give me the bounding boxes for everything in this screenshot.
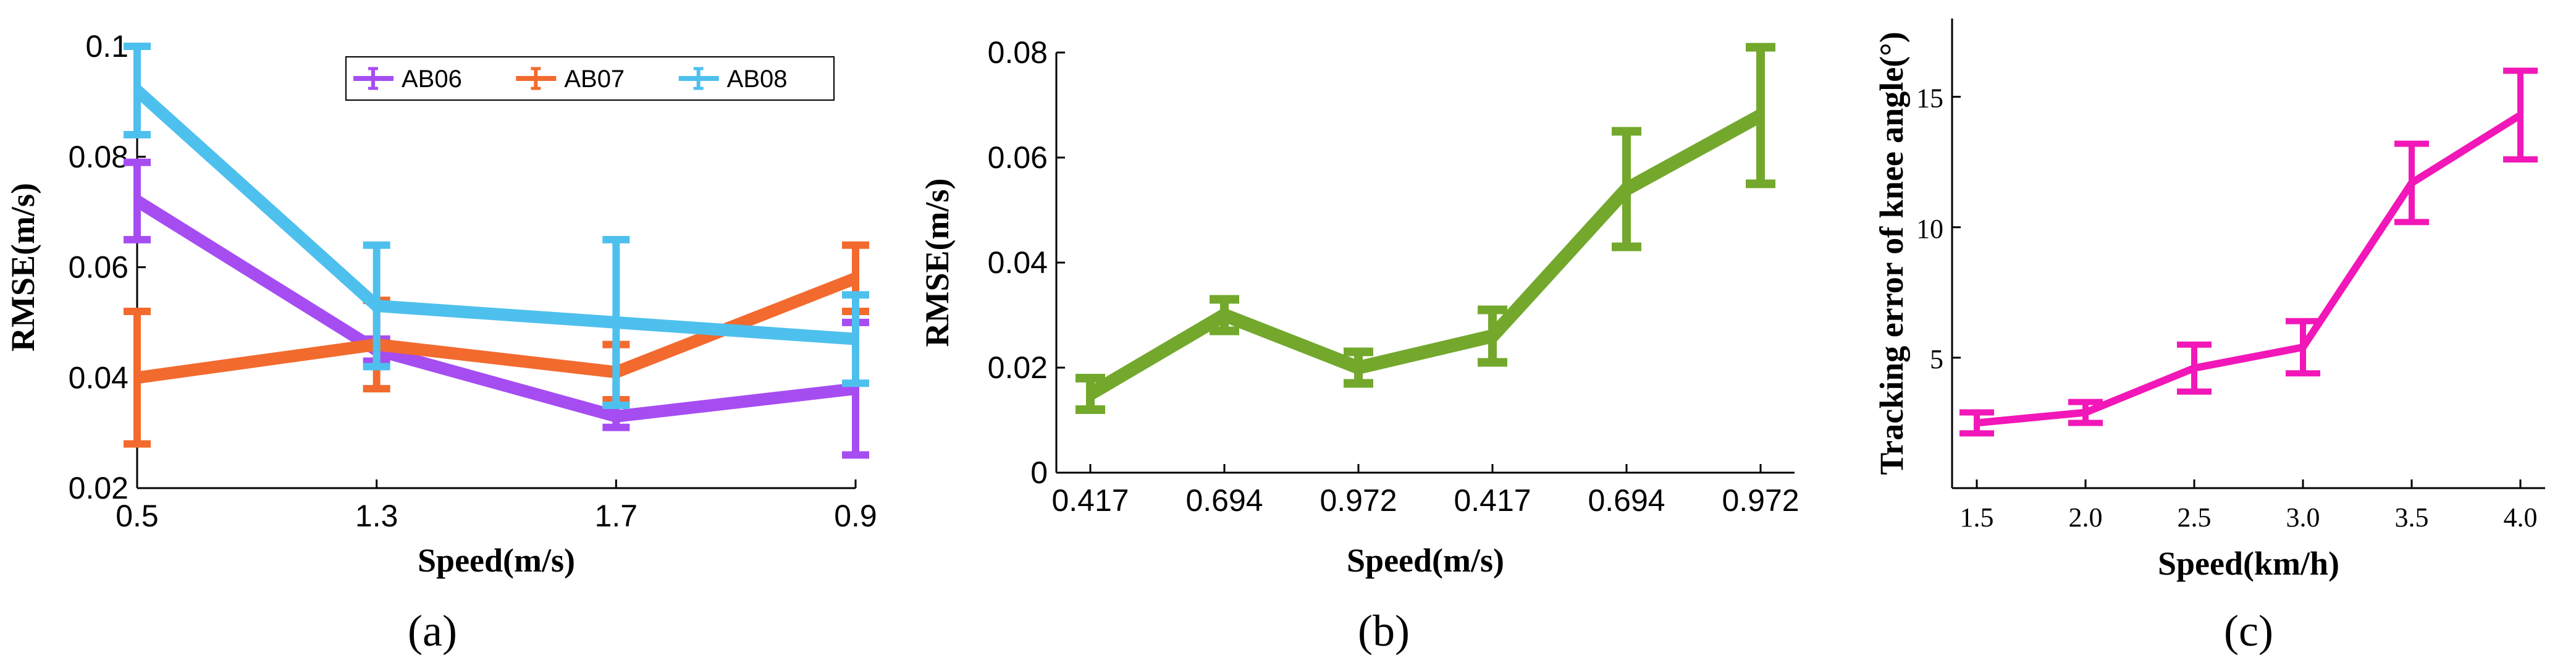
- y-tick-label: 0.1: [85, 29, 128, 64]
- x-axis-label: Speed(km/h): [2158, 545, 2339, 582]
- legend-box: [345, 56, 835, 101]
- series-ab08: [124, 43, 869, 409]
- legend: AB06 AB07 AB08: [345, 56, 835, 101]
- x-tick-label: 0.694: [1588, 483, 1665, 518]
- series-line: [133, 195, 857, 423]
- y-tick-label: 0: [1030, 455, 1048, 490]
- x-tick-label: 0.694: [1185, 483, 1263, 518]
- y-tick-label: 0.06: [988, 140, 1048, 175]
- series-line: [133, 86, 856, 345]
- series-line: [1976, 112, 2523, 427]
- panel-label: (a): [408, 606, 457, 656]
- panel-label: (b): [1358, 606, 1410, 656]
- y-tick-label: 0.02: [69, 471, 128, 505]
- series-ab07: [124, 241, 869, 448]
- legend-label: AB06: [402, 65, 462, 93]
- y-tick-label: 15: [1916, 83, 1943, 114]
- x-tick-label: 0.972: [1722, 483, 1799, 518]
- x-tick-label: 0.417: [1454, 483, 1531, 518]
- chart-panel-3: 5 10 15 1.5 2.0 2.5 3.0 3.5 4.0 Speed(km/h) Tracki…: [1873, 19, 2545, 656]
- legend-label: AB07: [564, 65, 625, 93]
- y-axis-label: RMSE(m/s): [4, 183, 41, 352]
- panel-label: (c): [2224, 606, 2273, 656]
- y-tick-label: 5: [1930, 344, 1943, 374]
- series-line: [1087, 109, 1764, 400]
- x-tick-label: 2.5: [2178, 502, 2212, 533]
- x-tick-label: 0.5: [116, 499, 159, 533]
- x-axis-label: Speed(m/s): [418, 542, 575, 579]
- chart-panel-2: 0 0.02 0.04 0.06 0.08 0.417 0.694 0.972 0.417 0.6…: [919, 35, 1799, 656]
- y-tick-label: 10: [1916, 214, 1943, 244]
- series-1: [1075, 43, 1775, 414]
- y-axis-label: Tracking error of knee angle(°): [1873, 32, 1910, 475]
- y-tick-label: 0.08: [988, 35, 1048, 70]
- x-tick-label: 2.0: [2069, 502, 2103, 533]
- x-axis-label: Speed(m/s): [1347, 542, 1504, 579]
- x-tick-label: 1.3: [355, 499, 398, 533]
- y-tick-label: 0.04: [69, 360, 128, 395]
- y-axis-label: RMSE(m/s): [919, 179, 956, 347]
- series-1: [1959, 67, 2538, 437]
- x-tick-label: 1.7: [595, 499, 638, 533]
- chart-panel-1: 0.02 0.04 0.06 0.08 0.1 0.5 1.3 1.7 0.9 Speed(m/s…: [4, 29, 877, 656]
- y-tick-label: 0.04: [988, 245, 1048, 280]
- y-tick-label: 0.08: [69, 140, 128, 174]
- x-tick-label: 0.972: [1320, 483, 1397, 518]
- y-tick-label: 0.02: [988, 350, 1048, 385]
- x-tick-label: 0.9: [834, 499, 877, 533]
- legend-label: AB08: [727, 65, 788, 93]
- x-tick-label: 4.0: [2504, 502, 2538, 533]
- x-tick-label: 0.417: [1051, 483, 1129, 518]
- x-tick-label: 3.5: [2395, 502, 2429, 533]
- x-tick-label: 3.0: [2286, 502, 2320, 533]
- y-tick-label: 0.06: [69, 250, 128, 285]
- x-tick-label: 1.5: [1960, 502, 1994, 533]
